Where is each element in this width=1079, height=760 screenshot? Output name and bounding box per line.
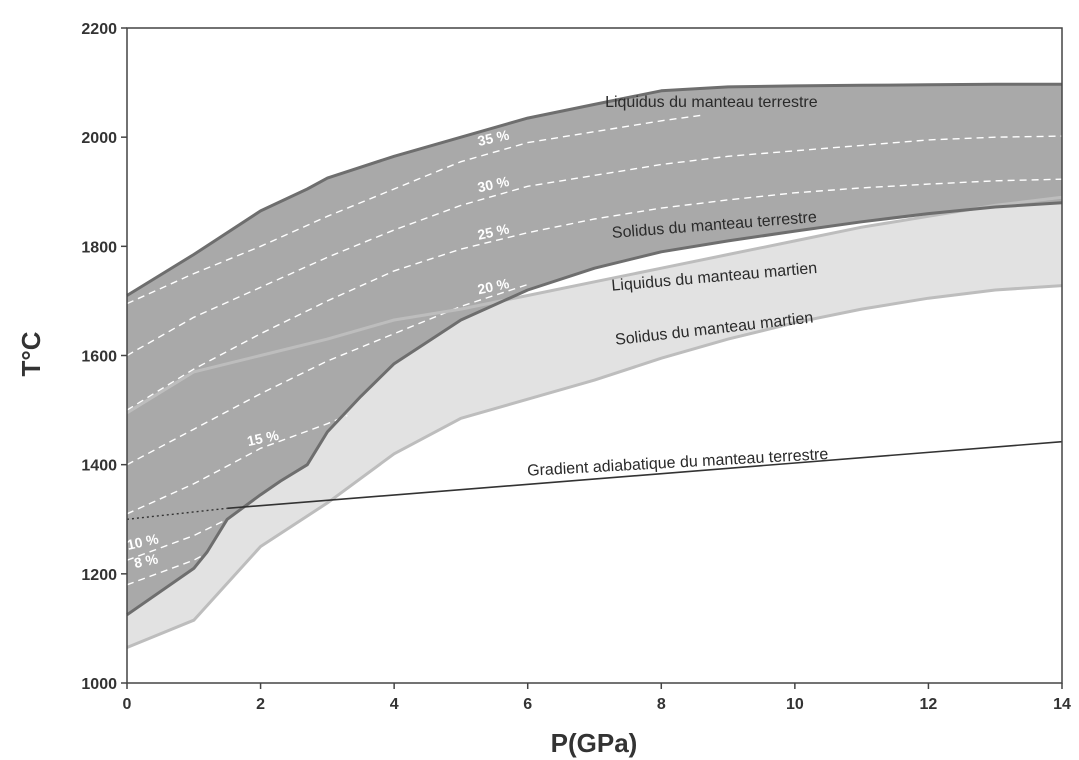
mars-liquidus-curve — [126, 195, 1063, 415]
x-tick-label: 12 — [920, 696, 938, 713]
isopleth-label: 8 % — [133, 550, 160, 571]
x-tick-label: 8 — [657, 696, 666, 713]
y-tick-label: 1800 — [81, 239, 117, 256]
melt-fraction-isopleths: 35 % 30 % 25 % 20 % 15 % 10 %8 % — [125, 114, 1063, 586]
x-tick-label: 10 — [786, 696, 804, 713]
x-tick-label: 4 — [390, 696, 399, 713]
adiabat-line — [227, 440, 1063, 510]
earth-melting-band — [127, 84, 1062, 615]
isopleth-label: 10 % — [125, 530, 160, 552]
x-axis-title: P(GPa) — [551, 728, 638, 758]
isopleth-label: 20 % — [476, 275, 511, 297]
earth-liquidus-curve — [126, 82, 1062, 297]
y-tick-label: 1600 — [81, 349, 117, 366]
x-tick-label: 14 — [1053, 696, 1071, 713]
y-tick-label: 2000 — [81, 130, 117, 147]
adiabat-extension-line — [126, 507, 228, 520]
y-tick-label: 1400 — [81, 458, 117, 475]
curve-annotation: Liquidus du manteau terrestre — [605, 94, 818, 111]
isopleth-line — [126, 178, 1063, 411]
x-tick-label: 0 — [123, 696, 132, 713]
x-tick-label: 6 — [523, 696, 532, 713]
x-tick-label: 2 — [256, 696, 265, 713]
isopleth-label: 30 % — [476, 173, 511, 195]
y-tick-label: 2200 — [81, 21, 117, 38]
isopleth-line — [126, 283, 528, 466]
axis-ticks: 0 2 4 6 8 10 12 14 1000 1200 1400 1600 1800 2000 2200 — [81, 21, 1071, 713]
mars-solidus-curve — [126, 284, 1063, 649]
isopleth-line — [126, 114, 702, 305]
isopleth-line — [126, 135, 1063, 357]
y-axis-title: T°C — [16, 331, 46, 376]
melting-bands — [127, 84, 1062, 648]
melting-curves — [126, 82, 1063, 649]
y-tick-label: 1200 — [81, 567, 117, 584]
mars-melting-band — [127, 197, 1062, 648]
isopleth-label: 25 % — [476, 220, 511, 242]
isopleth-label: 35 % — [476, 126, 511, 148]
earth-solidus-curve — [126, 201, 1063, 617]
isopleth-line — [126, 414, 348, 515]
curve-annotation: Gradient adiabatique du manteau terrestr… — [527, 446, 829, 480]
isopleth-label: 15 % — [246, 427, 281, 449]
y-tick-label: 1000 — [81, 676, 117, 693]
